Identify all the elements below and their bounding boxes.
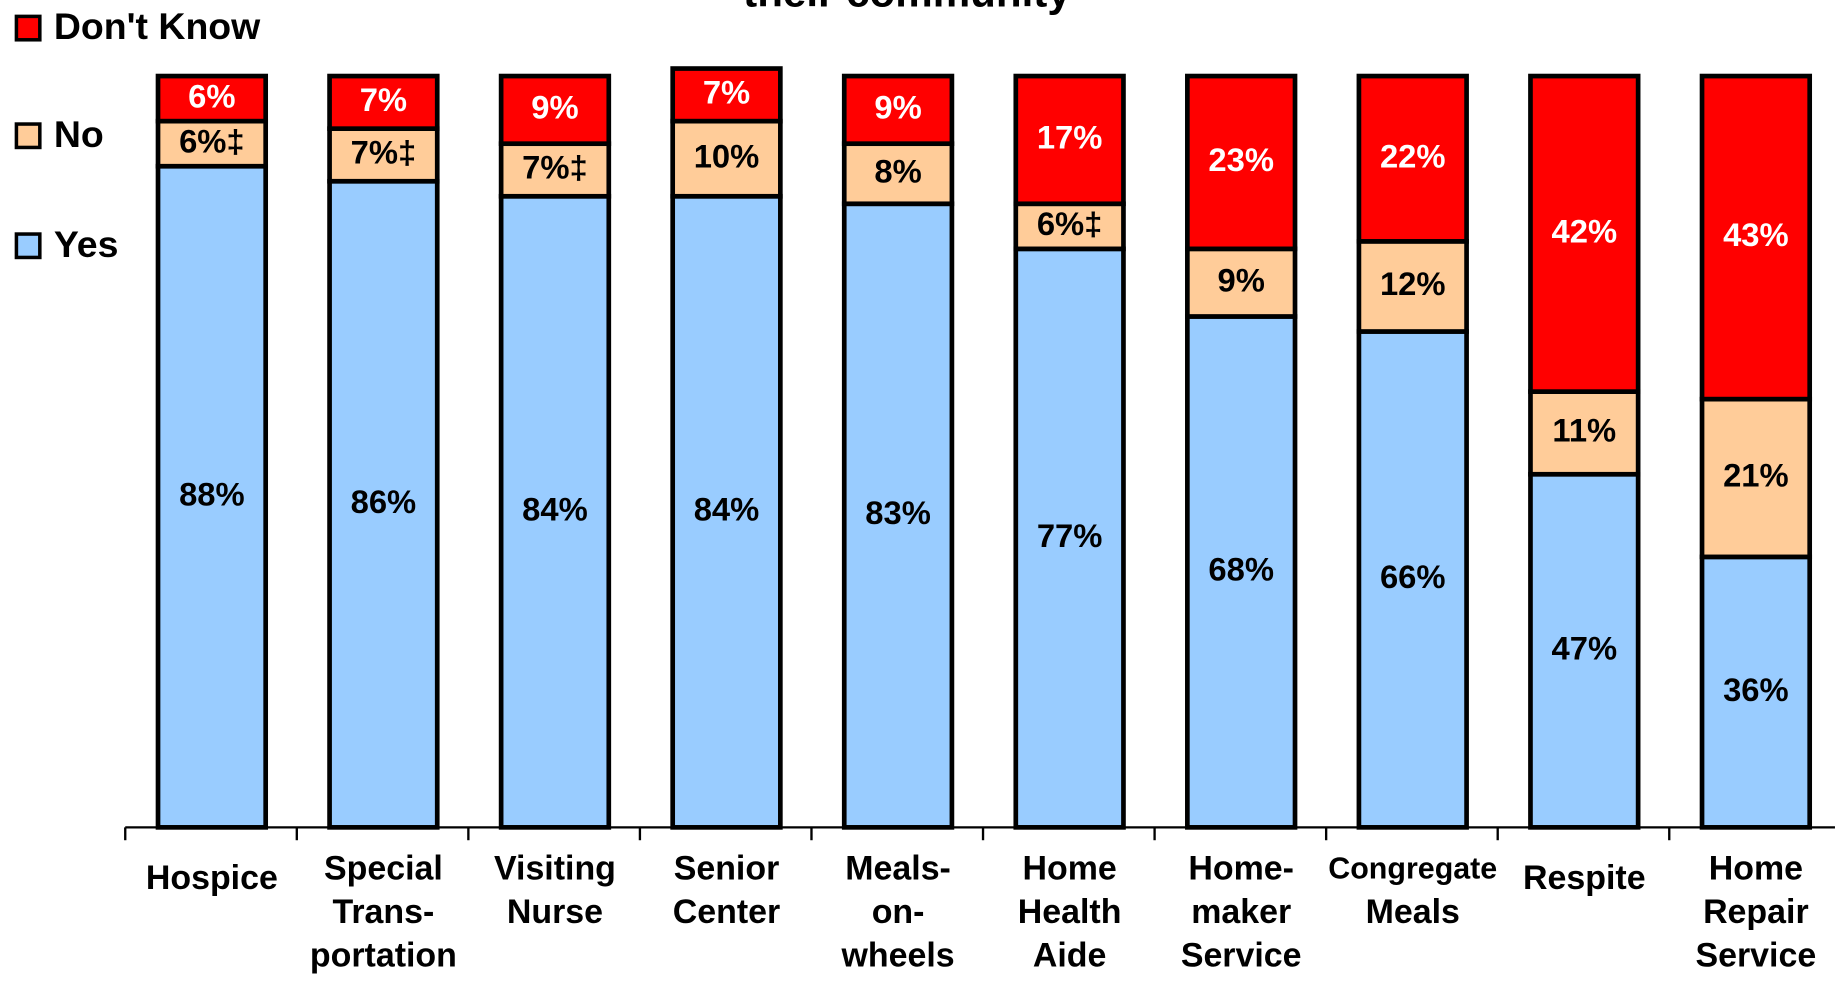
bar-segment	[1528, 73, 1641, 394]
value-label: 36%	[1723, 671, 1789, 708]
bar-segment	[498, 193, 612, 830]
bar-segment	[1528, 471, 1641, 830]
x-tick-label-line: Congregate	[1328, 852, 1497, 886]
x-tick-label-line: Respite	[1523, 859, 1646, 897]
x-tick-label-line: Hospice	[146, 859, 278, 897]
value-label: 42%	[1552, 212, 1618, 249]
x-tick-label-line: maker	[1191, 893, 1291, 931]
value-label: 88%	[179, 475, 245, 512]
value-label: 8%	[874, 152, 921, 189]
bar-segment	[670, 66, 783, 124]
x-tick-label-line: Visiting	[494, 850, 616, 888]
x-tick-label-line: Nurse	[507, 893, 603, 931]
x-tick-label-line: Meals-	[845, 850, 951, 888]
value-label: 9%	[874, 89, 921, 126]
value-label: 6%	[188, 77, 235, 114]
bar-segment	[1356, 239, 1469, 334]
x-tick-label: Respite	[1523, 859, 1646, 897]
value-label: 6%‡	[179, 122, 245, 159]
x-tick-label-line: Home	[1023, 850, 1117, 888]
x-tick-label-line: on-	[872, 893, 925, 931]
value-label: 84%	[522, 490, 588, 527]
x-tick-label-line: Service	[1695, 936, 1816, 974]
x-tick-label: Meals-on-wheels	[841, 850, 955, 975]
x-tick-label: Home-maker Service	[1181, 850, 1302, 975]
bar-segment	[1699, 554, 1813, 830]
bar-segment	[327, 126, 440, 184]
x-tick-label-line: Service	[1181, 936, 1302, 974]
value-label: 86%	[351, 483, 417, 520]
x-tick-label-line: Senior	[674, 850, 780, 888]
value-label: 9%	[531, 89, 578, 126]
legend-swatch	[14, 232, 42, 260]
value-label: 7%	[360, 81, 407, 118]
value-label: 66%	[1380, 558, 1446, 595]
value-label: 7%	[703, 74, 750, 111]
x-tick-label: Home Health Aide	[1018, 850, 1122, 975]
value-label: 84%	[694, 490, 760, 527]
value-label: 47%	[1552, 629, 1618, 666]
bar-segment	[498, 141, 612, 199]
x-tick-label-line: Trans-	[332, 893, 434, 931]
value-label: 7%‡	[351, 134, 417, 171]
legend-swatch	[14, 122, 42, 150]
bar-segment	[1185, 73, 1298, 252]
x-tick-label: Senior Center	[673, 850, 780, 931]
legend-swatch	[14, 14, 42, 42]
value-label: 7%‡	[522, 149, 588, 186]
bar-segment	[1013, 73, 1126, 207]
x-tick-label: Home Repair Service	[1695, 850, 1816, 975]
value-label: 43%	[1723, 216, 1789, 253]
legend-label: No	[54, 113, 104, 155]
bar-segment	[498, 73, 612, 147]
bar-segment	[670, 118, 783, 199]
bar-segment	[1699, 73, 1813, 402]
bar-segment	[1013, 246, 1126, 830]
x-tick-label-line: portation	[310, 936, 457, 974]
bar-segment	[1356, 73, 1469, 244]
value-label: 9%	[1218, 261, 1265, 298]
x-tick-label-line: Repair	[1703, 893, 1809, 931]
x-tick-label: Congregate Meals	[1328, 852, 1497, 931]
x-tick-label-line: Aide	[1033, 936, 1107, 974]
x-tick-label-line: wheels	[841, 936, 955, 974]
bar-segment	[327, 73, 440, 131]
x-tick-label-line: Special	[324, 850, 443, 888]
x-tick-label-line: Home-	[1188, 850, 1294, 888]
bar-segment	[1185, 314, 1298, 830]
value-label: 10%	[694, 137, 760, 174]
x-tick-label: Special Trans-portation	[310, 850, 457, 975]
bar-segment	[841, 73, 955, 147]
value-label: 11%	[1552, 412, 1616, 449]
x-tick-label-line: Home	[1709, 850, 1803, 888]
x-tick-label: Visiting Nurse	[494, 850, 616, 931]
value-label: 77%	[1037, 517, 1103, 554]
bar-segment	[155, 118, 269, 169]
legend-label: Yes	[54, 223, 119, 265]
bar-segment	[1699, 396, 1813, 560]
x-tick-label-line: Meals	[1366, 893, 1460, 931]
value-label: 68%	[1208, 551, 1274, 588]
value-label: 12%	[1380, 265, 1446, 302]
bar-segment	[155, 163, 269, 830]
value-label: 23%	[1208, 141, 1274, 178]
bar-segment	[155, 73, 269, 124]
value-label: 22%	[1380, 137, 1446, 174]
chart-title: their community	[743, 0, 1071, 15]
legend-label: Don't Know	[54, 5, 261, 47]
value-label: 17%	[1037, 119, 1103, 156]
x-tick-label-line: Center	[673, 893, 780, 931]
value-label: 83%	[865, 494, 931, 531]
x-tick-label-line: Health	[1018, 893, 1122, 931]
value-label: 6%‡	[1037, 205, 1103, 242]
value-label: 21%	[1723, 457, 1789, 494]
bar-segment	[1528, 389, 1641, 477]
x-tick-label: Hospice	[146, 859, 278, 897]
